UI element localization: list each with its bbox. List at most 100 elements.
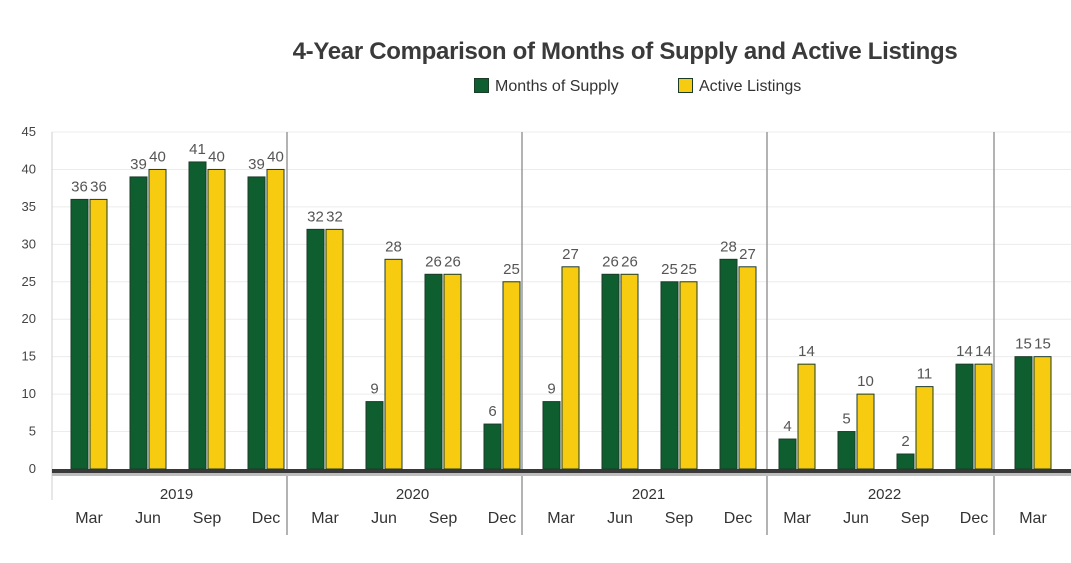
bar-months-of-supply-7	[483, 423, 502, 470]
bar-months-of-supply-14	[896, 453, 915, 470]
bar-months-of-supply-16	[1014, 356, 1033, 470]
x-axis-shadow	[52, 473, 1071, 476]
legend-swatch-months-of-supply	[474, 78, 489, 93]
bar-active-listings-0	[89, 198, 108, 470]
y-tick-label-25: 25	[22, 274, 36, 289]
x-tick-label-12: Mar	[783, 510, 811, 527]
bar-months-of-supply-10	[660, 281, 679, 470]
y-tick-label-35: 35	[22, 199, 36, 214]
bar-months-of-supply-5	[365, 401, 384, 470]
y-tick-label-10: 10	[22, 386, 36, 401]
data-label-months-of-supply-10: 25	[661, 261, 678, 278]
data-label-active-listings-5: 28	[385, 238, 402, 255]
bar-months-of-supply-15	[955, 363, 974, 470]
y-tick-label-30: 30	[22, 236, 36, 251]
bar-months-of-supply-3	[247, 176, 266, 470]
x-tick-label-16: Mar	[1019, 510, 1047, 527]
bar-active-listings-13	[856, 393, 875, 470]
bar-months-of-supply-9	[601, 273, 620, 470]
bar-months-of-supply-6	[424, 273, 443, 470]
bar-active-listings-3	[266, 168, 285, 470]
bar-active-listings-11	[738, 266, 757, 470]
x-tick-label-2: Sep	[193, 510, 222, 527]
bar-active-listings-9	[620, 273, 639, 470]
y-tick-label-40: 40	[22, 161, 36, 176]
data-label-months-of-supply-13: 5	[842, 411, 850, 428]
data-label-active-listings-8: 27	[562, 246, 579, 263]
data-label-months-of-supply-0: 36	[71, 178, 88, 195]
chart-title: 4-Year Comparison of Months of Supply an…	[292, 38, 958, 65]
data-label-active-listings-16: 15	[1034, 336, 1051, 353]
data-label-months-of-supply-11: 28	[720, 238, 737, 255]
bar-active-listings-12	[797, 363, 816, 470]
y-tick-label-20: 20	[22, 311, 36, 326]
bar-months-of-supply-11	[719, 258, 738, 470]
bar-active-listings-6	[443, 273, 462, 470]
bar-active-listings-1	[148, 168, 167, 470]
year-label-2021: 2021	[632, 486, 665, 503]
legend-swatch-active-listings	[678, 78, 693, 93]
x-tick-label-3: Dec	[252, 510, 280, 527]
bar-active-listings-2	[207, 168, 226, 470]
x-tick-label-11: Dec	[724, 510, 752, 527]
x-tick-label-5: Jun	[371, 510, 397, 527]
data-label-active-listings-13: 10	[857, 373, 874, 390]
data-label-months-of-supply-3: 39	[248, 156, 265, 173]
x-tick-label-10: Sep	[665, 510, 694, 527]
x-tick-label-14: Sep	[901, 510, 930, 527]
year-label-2019: 2019	[160, 486, 193, 503]
bar-months-of-supply-12	[778, 438, 797, 470]
bar-active-listings-16	[1033, 356, 1052, 470]
data-label-months-of-supply-5: 9	[370, 381, 378, 398]
data-label-months-of-supply-8: 9	[547, 381, 555, 398]
data-label-active-listings-0: 36	[90, 178, 107, 195]
bar-active-listings-4	[325, 228, 344, 470]
bar-active-listings-15	[974, 363, 993, 470]
y-tick-label-45: 45	[22, 124, 36, 139]
data-label-active-listings-14: 11	[917, 366, 933, 383]
legend-item-months-of-supply[interactable]: Months of Supply	[474, 78, 619, 96]
x-tick-label-0: Mar	[75, 510, 103, 527]
year-label-2022: 2022	[868, 486, 901, 503]
bar-months-of-supply-2	[188, 161, 207, 470]
bar-active-listings-10	[679, 281, 698, 470]
data-label-months-of-supply-7: 6	[488, 403, 496, 420]
bar-active-listings-5	[384, 258, 403, 470]
x-tick-label-4: Mar	[311, 510, 339, 527]
x-tick-label-15: Dec	[960, 510, 988, 527]
x-tick-label-9: Jun	[607, 510, 633, 527]
data-label-months-of-supply-1: 39	[130, 156, 147, 173]
data-label-active-listings-4: 32	[326, 208, 343, 225]
data-label-active-listings-10: 25	[680, 261, 697, 278]
data-label-active-listings-2: 40	[208, 148, 225, 165]
legend-label-months-of-supply: Months of Supply	[495, 78, 619, 95]
y-tick-label-15: 15	[22, 349, 36, 364]
data-label-months-of-supply-12: 4	[783, 418, 791, 435]
x-axis-baseline	[52, 469, 1071, 473]
data-label-active-listings-9: 26	[621, 253, 638, 270]
bar-months-of-supply-1	[129, 176, 148, 470]
data-label-active-listings-3: 40	[267, 148, 284, 165]
data-label-active-listings-15: 14	[975, 343, 992, 360]
bar-active-listings-14	[915, 386, 934, 470]
y-tick-label-0: 0	[29, 461, 36, 476]
data-label-active-listings-1: 40	[149, 148, 166, 165]
data-label-months-of-supply-15: 14	[956, 343, 973, 360]
x-tick-label-1: Jun	[135, 510, 161, 527]
data-label-months-of-supply-6: 26	[425, 253, 442, 270]
bar-months-of-supply-4	[306, 228, 325, 470]
data-label-months-of-supply-4: 32	[307, 208, 324, 225]
data-label-months-of-supply-9: 26	[602, 253, 619, 270]
x-tick-label-7: Dec	[488, 510, 516, 527]
data-label-months-of-supply-14: 2	[901, 433, 909, 450]
x-tick-label-6: Sep	[429, 510, 458, 527]
data-label-active-listings-7: 25	[503, 261, 520, 278]
bar-active-listings-7	[502, 281, 521, 470]
bar-months-of-supply-8	[542, 401, 561, 470]
data-label-active-listings-12: 14	[798, 343, 815, 360]
x-tick-label-13: Jun	[843, 510, 869, 527]
data-label-active-listings-6: 26	[444, 253, 461, 270]
legend-item-active-listings[interactable]: Active Listings	[678, 78, 801, 96]
